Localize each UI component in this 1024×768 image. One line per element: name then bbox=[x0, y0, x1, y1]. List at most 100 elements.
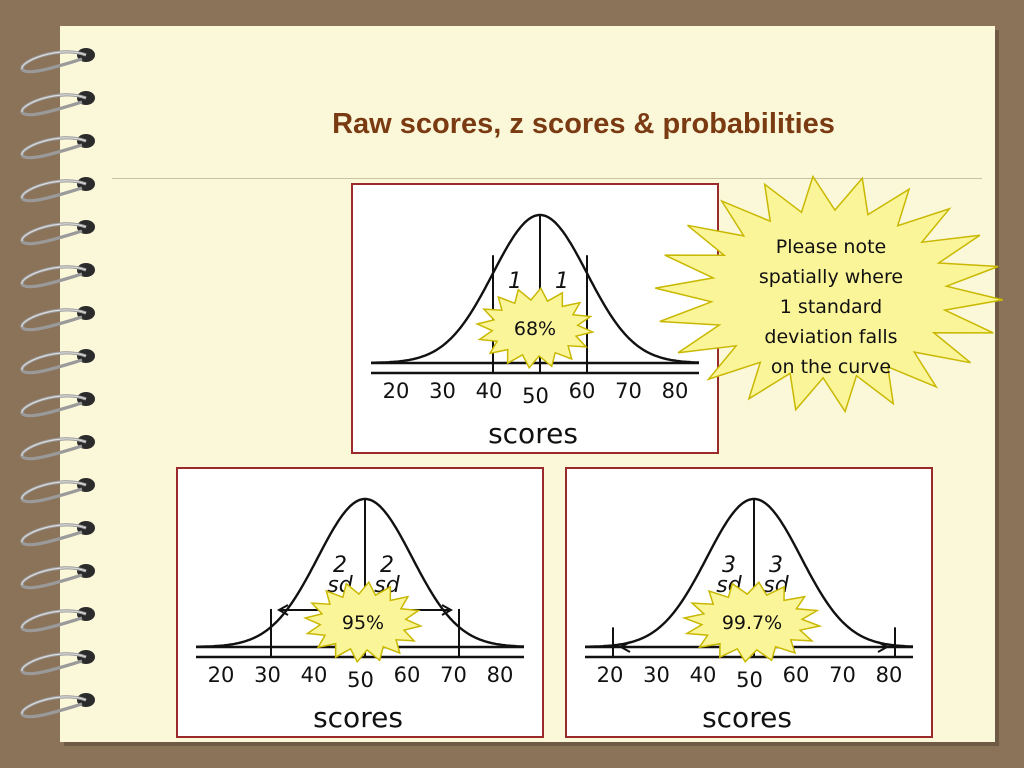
percent-starburst bbox=[303, 580, 423, 664]
tick-label: 30 bbox=[429, 379, 456, 403]
binding-wire bbox=[20, 652, 87, 676]
binding-wire bbox=[20, 351, 87, 375]
tick-label: 60 bbox=[569, 379, 596, 403]
binding-ring bbox=[20, 564, 95, 590]
binding-ring bbox=[20, 693, 95, 719]
tick-labels: 20 30 40 50 60 70 80 bbox=[597, 663, 903, 692]
binding-ring bbox=[20, 134, 95, 160]
normal-curve-panel-2sd: 2 2 sd sd 20 30 40 50 60 70 80 scores 95… bbox=[176, 467, 544, 738]
sd-mark-right: 1 bbox=[555, 269, 569, 294]
binding-wire-highlight bbox=[21, 137, 87, 156]
binding-ring bbox=[20, 220, 95, 246]
binding-wire bbox=[20, 480, 87, 504]
binding-wire bbox=[20, 222, 87, 246]
axis-title: scores bbox=[488, 417, 578, 450]
arrow-head bbox=[618, 641, 631, 653]
percent-label: 95% bbox=[342, 612, 384, 634]
tick-label: 30 bbox=[254, 663, 281, 687]
tick-label: 20 bbox=[208, 663, 235, 687]
binding-ring bbox=[20, 650, 95, 676]
binding-wire-highlight bbox=[21, 395, 87, 414]
binding-wire-highlight bbox=[21, 51, 87, 70]
binding-ring bbox=[20, 48, 95, 74]
tick-label: 50 bbox=[347, 668, 374, 692]
bell-curve bbox=[195, 497, 525, 648]
binding-wire bbox=[20, 308, 87, 332]
note-callout: Please note spatially where 1 standard d… bbox=[655, 174, 1003, 414]
spiral-binding bbox=[20, 48, 95, 719]
tick-label: 50 bbox=[522, 384, 549, 408]
binding-wire bbox=[20, 265, 87, 289]
tick-label: 20 bbox=[383, 379, 410, 403]
tick-label: 60 bbox=[394, 663, 421, 687]
percent-starburst bbox=[681, 580, 823, 664]
note-line: Please note bbox=[776, 236, 887, 258]
binding-wire-highlight bbox=[21, 180, 87, 199]
binding-ring bbox=[20, 392, 95, 418]
sd-mark-right: 2 bbox=[380, 553, 394, 578]
binding-ring bbox=[20, 91, 95, 117]
tick-label: 40 bbox=[690, 663, 717, 687]
binding-wire-highlight bbox=[21, 309, 87, 328]
normal-curve-panel-3sd: 3 3 sd sd 20 30 40 50 60 70 80 scores 99… bbox=[565, 467, 933, 738]
normal-curve-panel-1sd: 1 1 20 30 40 50 60 70 80 scores 68% bbox=[351, 183, 719, 454]
sd-mark-left: 2 bbox=[333, 553, 347, 578]
binding-wire bbox=[20, 695, 87, 719]
tick-label: 30 bbox=[643, 663, 670, 687]
binding-wire bbox=[20, 50, 87, 74]
tick-label: 70 bbox=[440, 663, 467, 687]
binding-wire bbox=[20, 566, 87, 590]
binding-ring bbox=[20, 349, 95, 375]
binding-wire-highlight bbox=[21, 352, 87, 371]
binding-wire-highlight bbox=[21, 266, 87, 285]
binding-ring bbox=[20, 263, 95, 289]
tick-labels: 20 30 40 50 60 70 80 bbox=[208, 663, 514, 692]
binding-wire-highlight bbox=[21, 438, 87, 457]
bell-curve bbox=[370, 213, 700, 364]
binding-wire-highlight bbox=[21, 567, 87, 586]
sd-mark-right: 3 bbox=[769, 553, 783, 578]
percent-label: 68% bbox=[514, 318, 556, 340]
binding-ring bbox=[20, 306, 95, 332]
note-starburst bbox=[655, 174, 1003, 414]
binding-wire-highlight bbox=[21, 653, 87, 672]
note-line: on the curve bbox=[771, 356, 891, 378]
slide-title: Raw scores, z scores & probabilities bbox=[332, 108, 835, 140]
sd-mark-left: 3 bbox=[722, 553, 736, 578]
normal-curve-1sd-graphic: 1 1 20 30 40 50 60 70 80 scores 68% bbox=[370, 213, 700, 450]
binding-wire-highlight bbox=[21, 481, 87, 500]
title-divider bbox=[112, 178, 982, 179]
axis-title: scores bbox=[702, 701, 792, 734]
tick-label: 80 bbox=[662, 379, 689, 403]
binding-wire bbox=[20, 609, 87, 633]
note-line: 1 standard bbox=[780, 296, 882, 318]
binding-wire-highlight bbox=[21, 524, 87, 543]
binding-wire bbox=[20, 179, 87, 203]
tick-label: 80 bbox=[876, 663, 903, 687]
tick-label: 70 bbox=[615, 379, 642, 403]
binding-wire-highlight bbox=[21, 610, 87, 629]
binding-wire bbox=[20, 437, 87, 461]
bell-curve bbox=[584, 497, 914, 648]
binding-ring bbox=[20, 521, 95, 547]
percent-starburst bbox=[475, 286, 595, 370]
sd-mark-left: 1 bbox=[508, 269, 522, 294]
binding-wire bbox=[20, 394, 87, 418]
tick-label: 70 bbox=[829, 663, 856, 687]
tick-label: 80 bbox=[487, 663, 514, 687]
binding-ring bbox=[20, 177, 95, 203]
axis-title: scores bbox=[313, 701, 403, 734]
arrow-head bbox=[276, 604, 289, 616]
tick-label: 60 bbox=[783, 663, 810, 687]
binding-wire-highlight bbox=[21, 696, 87, 715]
note-line: deviation falls bbox=[764, 326, 897, 348]
binding-ring bbox=[20, 435, 95, 461]
binding-wire-highlight bbox=[21, 94, 87, 113]
normal-curve-2sd-graphic: 2 2 sd sd 20 30 40 50 60 70 80 scores 95… bbox=[195, 497, 525, 734]
tick-labels: 20 30 40 50 60 70 80 bbox=[383, 379, 689, 408]
binding-wire-highlight bbox=[21, 223, 87, 242]
arrow-head bbox=[877, 641, 890, 653]
binding-ring bbox=[20, 607, 95, 633]
note-line: spatially where bbox=[759, 266, 903, 288]
binding-ring bbox=[20, 478, 95, 504]
